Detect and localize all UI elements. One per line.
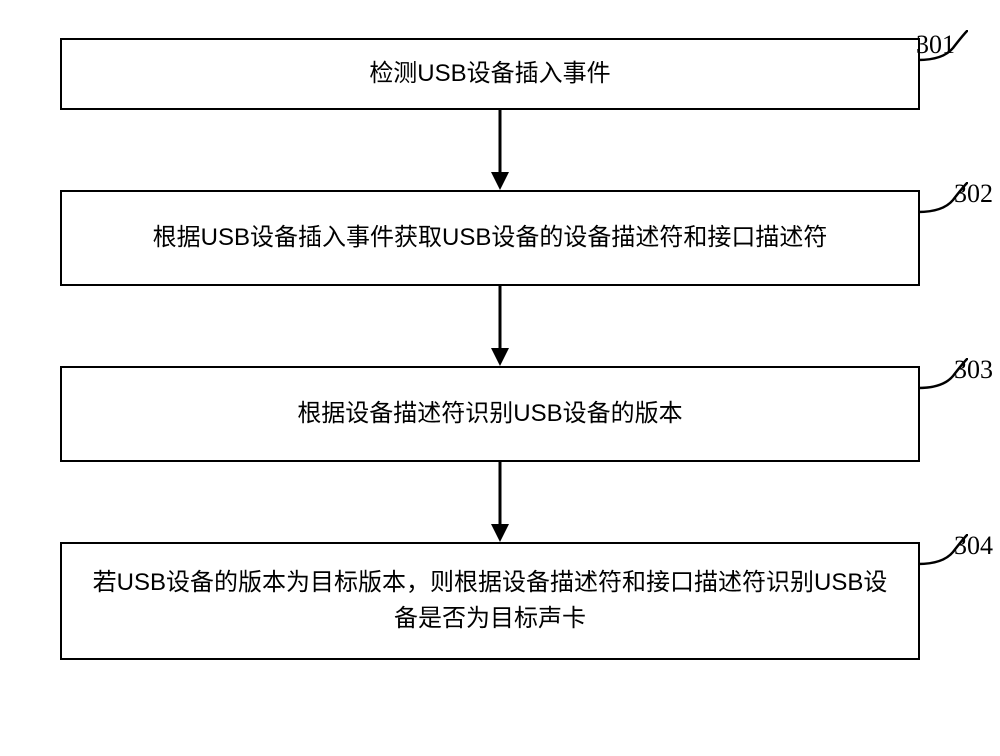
step-box-303: 根据设备描述符识别USB设备的版本 303 [60,366,920,462]
step-box-302: 根据USB设备插入事件获取USB设备的设备描述符和接口描述符 302 [60,190,920,286]
arrow-3 [60,462,940,542]
step-text-303: 根据设备描述符识别USB设备的版本 [297,396,682,432]
step-text-302: 根据USB设备插入事件获取USB设备的设备描述符和接口描述符 [153,220,828,256]
step-label-302: 302 [954,174,993,213]
arrow-1 [60,110,940,190]
step-label-301: 301 [916,30,955,60]
arrow-2 [60,286,940,366]
step-label-304: 304 [954,526,993,565]
step-box-301: 检测USB设备插入事件 [60,38,920,110]
step-text-301: 检测USB设备插入事件 [369,56,610,92]
flowchart-container: 检测USB设备插入事件 301 根据USB设备插入事件获取USB设备的设备描述符… [60,38,940,660]
step-label-303: 303 [954,350,993,389]
step-box-304: 若USB设备的版本为目标版本，则根据设备描述符和接口描述符识别USB设备是否为目… [60,542,920,660]
step-text-304: 若USB设备的版本为目标版本，则根据设备描述符和接口描述符识别USB设备是否为目… [82,565,898,637]
